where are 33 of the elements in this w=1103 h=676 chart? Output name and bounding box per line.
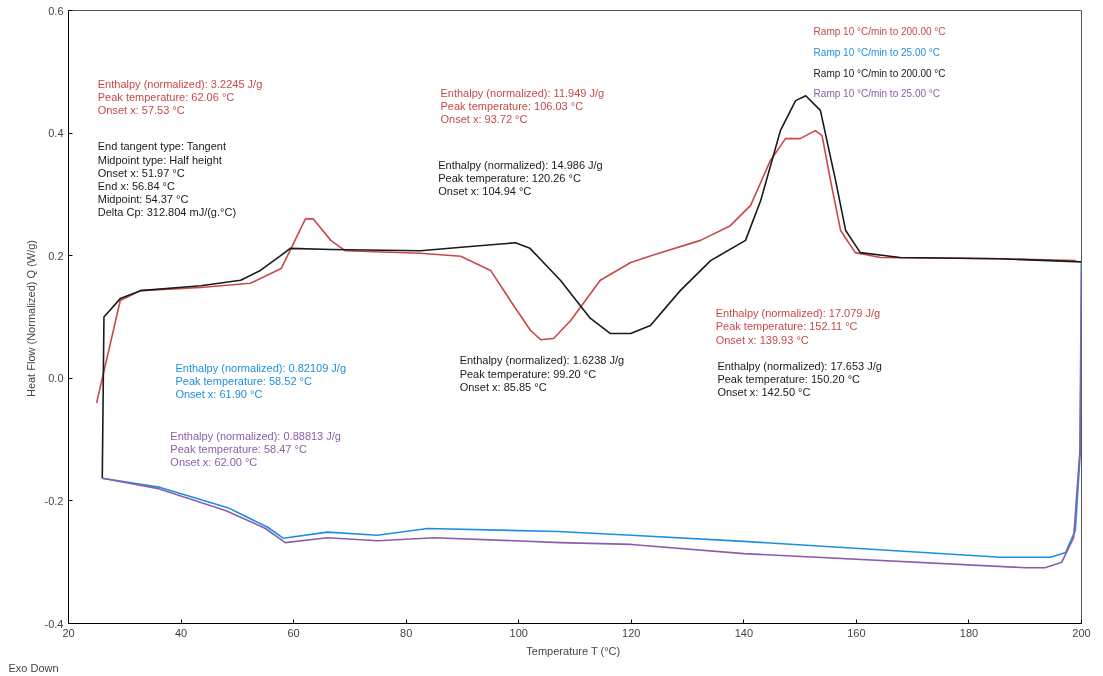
- annotation: Enthalpy (normalized): 14.986 J/g Peak temperature: 120.26 °C Onset x: 104.94 °C: [438, 158, 603, 198]
- x-tick-label: 80: [400, 626, 413, 639]
- text: Ramp 10 °C/min to 200.00 °C: [813, 25, 946, 37]
- annotation: Enthalpy (normalized): 0.88813 J/g Peak temperature: 58.47 °C Onset x: 62.00 °C: [170, 429, 341, 469]
- annotation: Enthalpy (normalized): 1.6238 J/g Peak temperature: 99.20 °C Onset x: 85.85 °C: [459, 354, 625, 393]
- y-tick-label: 0.6: [48, 4, 64, 17]
- y-axis-title: Heat Flow (Normalized) Q (W/g): [24, 239, 37, 398]
- annotation: Enthalpy (normalized): 3.2245 J/g Peak temperature: 62.06 °C Onset x: 57.53 °C: [97, 77, 263, 117]
- text: Ramp 10 °C/min to 25.00 °C: [813, 46, 941, 58]
- series-label: Ramp 10 °C/min to 200.00 °C: [813, 67, 946, 79]
- text: Exo Down: [8, 661, 59, 674]
- x-tick-label: 60: [287, 626, 300, 639]
- y-tick-label: 0.0: [48, 372, 64, 385]
- annotation: Enthalpy (normalized): 17.653 J/g Peak temperature: 150.20 °C Onset x: 142.50 °C: [717, 359, 882, 399]
- y-tick-label: -0.4: [44, 617, 64, 630]
- text: Ramp 10 °C/min to 25.00 °C: [813, 88, 941, 100]
- line-series: [95, 129, 1077, 404]
- x-tick-label: 40: [174, 626, 188, 639]
- x-tick-label: 20: [62, 626, 75, 639]
- y-tick-label: -0.2: [44, 494, 64, 507]
- x-tick-label: 140: [734, 626, 754, 639]
- y-tick-label: 0.4: [48, 127, 64, 140]
- x-tick-label: 120: [622, 626, 641, 639]
- x-tick-label: 200: [1072, 626, 1091, 639]
- x-axis-title: Temperature T (°C): [526, 644, 621, 657]
- annotation: End tangent type: Tangent Midpoint type: Half height Onset x: 51.97 °C End x: 56.84 °C Midpoint: 54.37 °C Delta Cp: 312.804 mJ/(g.°C): [97, 140, 237, 219]
- x-tick-label: 180: [959, 626, 979, 639]
- y-tick-label: 0.2: [48, 249, 64, 262]
- x-tick-label: 100: [509, 626, 528, 639]
- annotation: Enthalpy (normalized): 0.82109 J/g Peak temperature: 58.52 °C Onset x: 61.90 °C: [175, 361, 347, 401]
- annotation: Enthalpy (normalized): 17.079 J/g Peak temperature: 152.11 °C Onset x: 139.93 °C: [715, 307, 881, 346]
- x-tick-label: 160: [847, 626, 866, 639]
- annotation: Enthalpy (normalized): 11.949 J/g Peak temperature: 106.03 °C Onset x: 93.72 °C: [440, 86, 605, 125]
